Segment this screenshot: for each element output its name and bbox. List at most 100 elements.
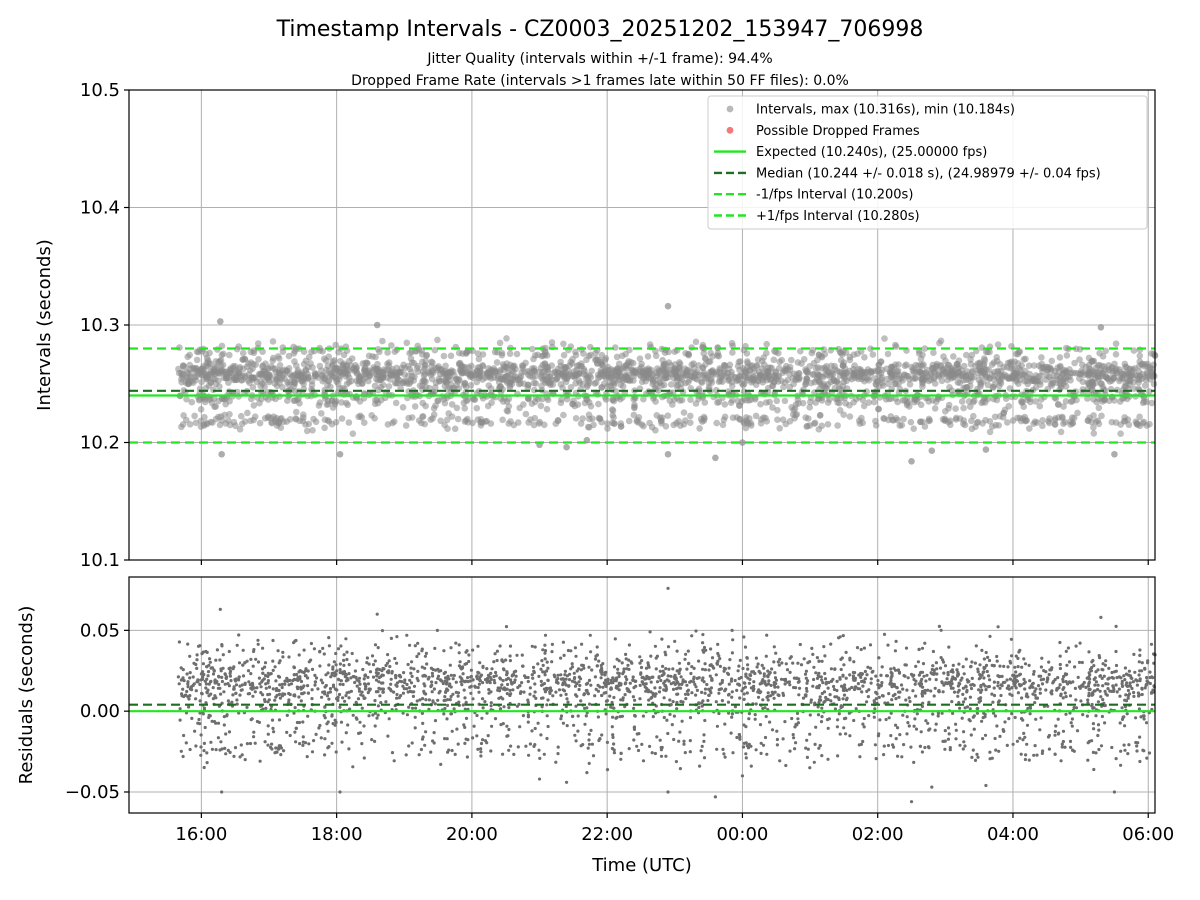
intervals-y-ticks: 10.110.210.310.410.5 <box>80 80 129 571</box>
residual-point <box>443 695 447 699</box>
interval-point <box>345 419 353 426</box>
residual-point <box>707 668 711 672</box>
interval-point <box>911 375 919 383</box>
interval-point <box>247 367 254 374</box>
interval-point <box>882 396 890 403</box>
residual-point <box>473 685 478 689</box>
interval-point <box>721 401 729 408</box>
residual-point <box>897 695 901 699</box>
interval-point <box>763 340 770 348</box>
residual-point <box>757 669 761 674</box>
residual-point <box>928 727 932 731</box>
residual-point <box>694 693 698 697</box>
interval-point <box>512 373 520 380</box>
residual-point <box>971 748 975 752</box>
interval-point <box>917 401 925 409</box>
interval-point <box>241 418 249 425</box>
residual-point <box>258 759 262 763</box>
residual-point <box>967 718 971 722</box>
residual-point <box>874 757 878 761</box>
residual-point <box>836 754 840 758</box>
interval-point <box>362 370 370 378</box>
residual-point <box>381 690 385 694</box>
residual-point <box>1143 666 1147 670</box>
interval-point <box>332 341 340 349</box>
residual-point <box>358 682 362 686</box>
interval-point <box>888 368 896 376</box>
residual-point <box>715 747 719 751</box>
residual-point <box>543 633 548 637</box>
interval-point <box>403 339 411 347</box>
interval-point <box>984 381 992 389</box>
residual-point <box>777 663 781 667</box>
intervals-panel: 10.110.210.310.410.5 Intervals (seconds)… <box>34 80 1159 571</box>
interval-point <box>1057 428 1065 436</box>
interval-point <box>468 362 475 370</box>
interval-point <box>644 353 652 360</box>
interval-point <box>842 400 849 407</box>
interval-point <box>405 414 413 422</box>
residual-point <box>532 694 536 698</box>
interval-point <box>560 411 567 419</box>
interval-point <box>725 373 732 381</box>
residual-point <box>301 720 305 724</box>
residual-point <box>381 673 385 677</box>
residual-point <box>239 743 243 747</box>
residual-point <box>489 749 493 753</box>
residual-point <box>266 679 270 683</box>
interval-point <box>442 362 449 370</box>
interval-point <box>209 375 217 383</box>
interval-outlier-point <box>563 443 570 451</box>
interval-point <box>440 369 448 376</box>
residual-point <box>617 674 621 679</box>
residual-point <box>597 659 601 663</box>
residual-point <box>952 690 957 694</box>
residual-point <box>1034 717 1038 721</box>
residual-point <box>291 678 295 683</box>
residual-point <box>901 687 905 691</box>
residual-point <box>318 649 322 653</box>
residual-point <box>783 720 787 724</box>
interval-point <box>528 400 536 408</box>
residual-point <box>644 689 648 693</box>
interval-point <box>687 412 694 420</box>
residual-point <box>1075 729 1080 733</box>
interval-point <box>892 415 900 422</box>
residual-point <box>1103 721 1107 725</box>
interval-point <box>962 372 970 380</box>
residual-point <box>913 717 917 721</box>
interval-point <box>660 361 668 368</box>
residual-point <box>436 698 440 702</box>
residual-point <box>852 718 856 723</box>
interval-point <box>529 373 536 381</box>
residual-point <box>1042 669 1046 673</box>
interval-point <box>789 411 797 418</box>
residual-point <box>1064 649 1068 654</box>
residual-point <box>543 649 548 653</box>
residual-point <box>741 666 745 671</box>
interval-point <box>322 357 330 364</box>
residual-point <box>518 725 522 729</box>
residual-point <box>353 669 357 673</box>
residual-point <box>924 719 928 723</box>
residual-point <box>1060 745 1064 749</box>
interval-point <box>697 415 705 423</box>
residual-point <box>1015 739 1020 743</box>
interval-point <box>1042 376 1050 384</box>
interval-point <box>933 363 940 370</box>
residual-point <box>764 714 768 719</box>
interval-point <box>636 355 644 363</box>
interval-point <box>580 350 587 357</box>
interval-point <box>454 378 462 385</box>
residual-point <box>1136 691 1140 695</box>
interval-point <box>429 415 436 422</box>
residual-point <box>435 628 439 633</box>
residual-point <box>231 693 235 697</box>
residual-point <box>301 740 305 744</box>
residual-point <box>462 688 466 692</box>
interval-point <box>804 422 811 430</box>
residual-point <box>666 645 671 649</box>
interval-point <box>1025 362 1033 370</box>
residual-point <box>1018 648 1022 652</box>
interval-point <box>714 399 721 406</box>
